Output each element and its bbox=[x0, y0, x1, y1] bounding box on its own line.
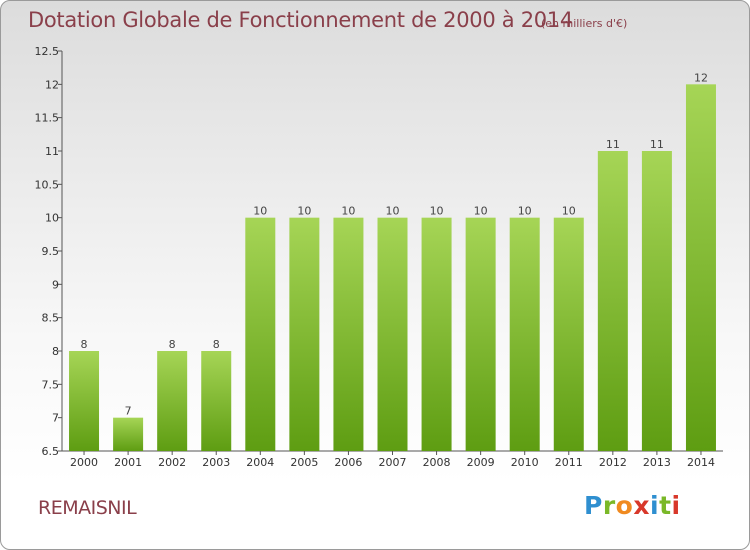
bar-2002 bbox=[157, 351, 188, 451]
x-tick-label: 2009 bbox=[467, 456, 495, 469]
x-axis: 2000 2001 2002 2003 2004 2005 2006 2007 2008 2009… bbox=[62, 450, 723, 469]
x-tick-label: 2007 bbox=[379, 456, 407, 469]
bar-2008 bbox=[421, 217, 452, 451]
y-tick-label: 12 bbox=[45, 78, 59, 91]
x-tick-label: 2004 bbox=[246, 456, 274, 469]
bar-value-label: 8 bbox=[213, 338, 220, 351]
x-tick-label: 2012 bbox=[599, 456, 627, 469]
y-tick-label: 6.5 bbox=[42, 445, 60, 458]
bar-2012 bbox=[597, 151, 628, 451]
x-tick-label: 2003 bbox=[202, 456, 230, 469]
bar-2011 bbox=[553, 217, 584, 451]
y-tick-label: 9 bbox=[52, 278, 59, 291]
y-tick-label: 8.5 bbox=[42, 312, 60, 325]
bar-value-label: 11 bbox=[650, 138, 664, 151]
chart-unit: (en milliers d'€) bbox=[541, 17, 628, 30]
y-tick-label: 8 bbox=[52, 345, 59, 358]
bar-2013 bbox=[641, 151, 672, 451]
y-tick-label: 10 bbox=[45, 212, 59, 225]
bar-2004 bbox=[245, 217, 276, 451]
x-tick-label: 2010 bbox=[511, 456, 539, 469]
y-axis: 6.5 7 7.5 8 8.5 9 9.5 10 10.5 11 11.5 12 12.5 bbox=[35, 45, 63, 458]
x-tick-label: 2013 bbox=[643, 456, 671, 469]
bar-value-label: 10 bbox=[297, 205, 311, 218]
bar-2006 bbox=[333, 217, 364, 451]
bar-value-label: 12 bbox=[694, 71, 708, 84]
x-tick-label: 2001 bbox=[114, 456, 142, 469]
y-tick-label: 7 bbox=[52, 412, 59, 425]
bar-value-label: 10 bbox=[562, 205, 576, 218]
bar-2010 bbox=[509, 217, 540, 451]
y-tick-label: 11 bbox=[45, 145, 59, 158]
y-tick-label: 7.5 bbox=[42, 378, 60, 391]
y-tick-label: 11.5 bbox=[35, 112, 60, 125]
bar-2014 bbox=[685, 84, 716, 451]
x-tick-label: 2000 bbox=[70, 456, 98, 469]
bar-value-label: 10 bbox=[430, 205, 444, 218]
chart-title: Dotation Globale de Fonctionnement de 20… bbox=[28, 8, 573, 32]
bar-2003 bbox=[201, 351, 232, 451]
bar-2000 bbox=[69, 351, 100, 451]
bar-value-label: 8 bbox=[169, 338, 176, 351]
bar-value-label: 8 bbox=[81, 338, 88, 351]
bar-2005 bbox=[289, 217, 320, 451]
x-tick-label: 2002 bbox=[158, 456, 186, 469]
bar-value-label: 10 bbox=[518, 205, 532, 218]
y-tick-label: 12.5 bbox=[35, 45, 60, 58]
bar-value-label: 10 bbox=[474, 205, 488, 218]
bar-value-label: 7 bbox=[125, 405, 132, 418]
commune-name: REMAISNIL bbox=[38, 497, 137, 519]
bar-2007 bbox=[377, 217, 408, 451]
y-tick-label: 10.5 bbox=[35, 178, 60, 191]
x-tick-label: 2011 bbox=[555, 456, 583, 469]
x-tick-label: 2005 bbox=[290, 456, 318, 469]
proxiti-logo: Proxiti bbox=[584, 491, 681, 520]
bar-2001 bbox=[113, 417, 144, 451]
bar-value-label: 10 bbox=[386, 205, 400, 218]
x-tick-label: 2014 bbox=[687, 456, 715, 469]
bar-value-label: 10 bbox=[253, 205, 267, 218]
bar-2009 bbox=[465, 217, 496, 451]
x-tick-label: 2006 bbox=[334, 456, 362, 469]
y-tick-label: 9.5 bbox=[42, 245, 60, 258]
bar-value-label: 10 bbox=[341, 205, 355, 218]
bars: 8 7 8 8 10 10 10 10 10 10 10 10 11 11 12 bbox=[69, 71, 716, 451]
bar-value-label: 11 bbox=[606, 138, 620, 151]
x-tick-label: 2008 bbox=[423, 456, 451, 469]
